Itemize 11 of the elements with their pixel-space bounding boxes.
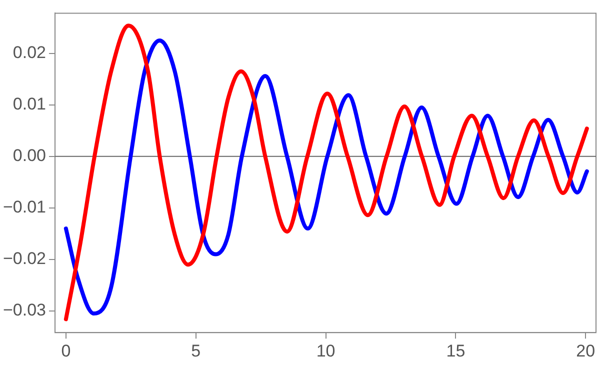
y-tick-label: −0.03 <box>3 300 46 320</box>
y-tick-label: −0.02 <box>3 249 46 268</box>
y-tick-label: 0.02 <box>12 43 46 62</box>
x-tick-label: 15 <box>446 341 466 360</box>
x-tick-label: 10 <box>316 341 336 360</box>
y-tick-label: 0.01 <box>12 94 46 114</box>
y-tick-label: −0.01 <box>3 198 46 217</box>
y-tick-label: 0.00 <box>12 146 46 166</box>
x-tick-label: 0 <box>61 341 71 360</box>
x-tick-label: 5 <box>191 341 201 360</box>
x-tick-label: 20 <box>576 341 596 360</box>
